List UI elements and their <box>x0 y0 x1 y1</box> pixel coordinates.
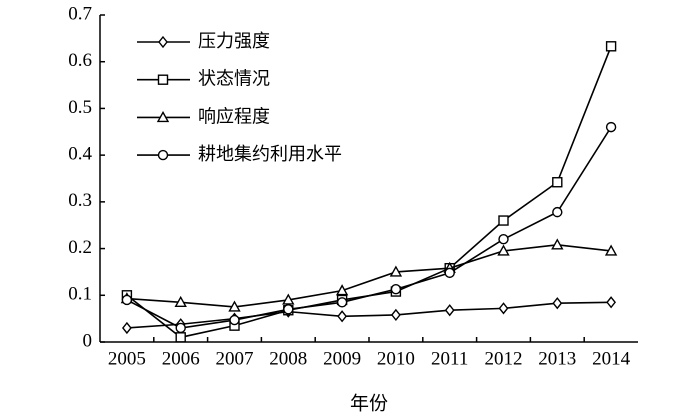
marker <box>283 304 294 315</box>
y-tick-label: 0.2 <box>68 237 92 258</box>
marker <box>606 296 616 309</box>
x-tick-label: 2005 <box>108 348 146 369</box>
x-tick-label: 2007 <box>216 348 254 369</box>
marker <box>498 215 509 226</box>
marker <box>175 322 186 334</box>
marker <box>282 293 295 305</box>
y-tick-label: 0.4 <box>68 144 92 165</box>
marker <box>337 310 347 323</box>
marker <box>229 314 240 326</box>
y-tick-label: 0 <box>83 330 93 351</box>
marker <box>605 121 617 133</box>
legend-marker <box>156 110 170 123</box>
marker <box>444 267 455 279</box>
legend-label: 压力强度 <box>198 31 270 52</box>
marker <box>390 284 402 295</box>
x-tick-label: 2014 <box>592 348 631 369</box>
y-tick-label: 0.1 <box>68 284 92 305</box>
marker <box>498 302 509 315</box>
marker <box>605 41 617 52</box>
x-tick-label: 2008 <box>269 348 307 369</box>
y-tick-label: 0.7 <box>68 3 92 24</box>
y-tick-label: 0.6 <box>68 50 92 71</box>
marker <box>498 234 509 245</box>
x-tick-label: 2012 <box>485 348 523 369</box>
x-tick-label: 2009 <box>323 348 361 369</box>
legend-marker <box>157 149 169 161</box>
marker <box>551 238 564 250</box>
series-line <box>126 126 612 329</box>
x-tick-label: 2013 <box>538 348 576 369</box>
marker <box>391 308 401 322</box>
marker <box>122 321 132 335</box>
marker <box>552 177 563 188</box>
y-tick-label: 0.5 <box>68 97 92 118</box>
legend-marker <box>157 74 169 85</box>
marker <box>497 244 510 256</box>
marker <box>604 244 618 256</box>
marker <box>336 297 348 308</box>
series-line <box>126 244 612 308</box>
x-tick-label: 2006 <box>162 348 200 369</box>
legend-label: 耕地集约利用水平 <box>198 144 342 165</box>
series-line <box>126 46 612 339</box>
marker <box>552 206 563 218</box>
marker <box>121 294 133 306</box>
legend-label: 响应程度 <box>198 106 270 127</box>
marker <box>174 295 187 307</box>
marker <box>389 265 403 277</box>
marker <box>335 284 349 296</box>
y-tick-label: 0.3 <box>68 190 92 211</box>
marker <box>552 297 563 310</box>
series-line <box>126 301 612 329</box>
marker <box>228 300 241 312</box>
marker <box>444 304 455 317</box>
legend-marker <box>158 35 168 49</box>
x-axis-title: 年份 <box>350 393 388 415</box>
marker <box>175 332 186 343</box>
x-tick-label: 2011 <box>431 348 468 369</box>
legend-label: 状态情况 <box>198 69 270 90</box>
x-tick-label: 2010 <box>377 348 415 369</box>
